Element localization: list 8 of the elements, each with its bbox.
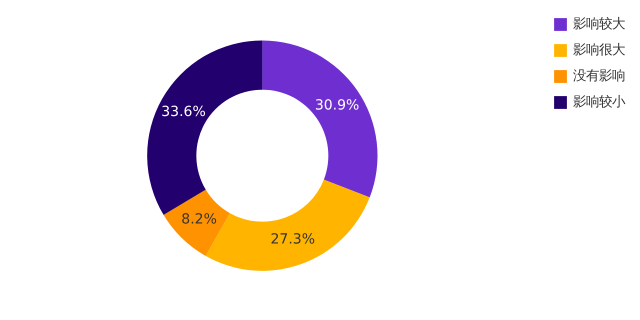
legend-label: 没有影响	[573, 68, 625, 85]
legend-label: 影响较大	[573, 16, 625, 33]
data-label: 8.2%	[181, 212, 217, 228]
data-label: 27.3%	[270, 232, 315, 248]
data-label: 30.9%	[314, 97, 360, 114]
legend-label: 影响很大	[573, 42, 625, 59]
data-label: 33.6%	[161, 104, 206, 120]
legend-label: 影响较小	[573, 94, 625, 111]
